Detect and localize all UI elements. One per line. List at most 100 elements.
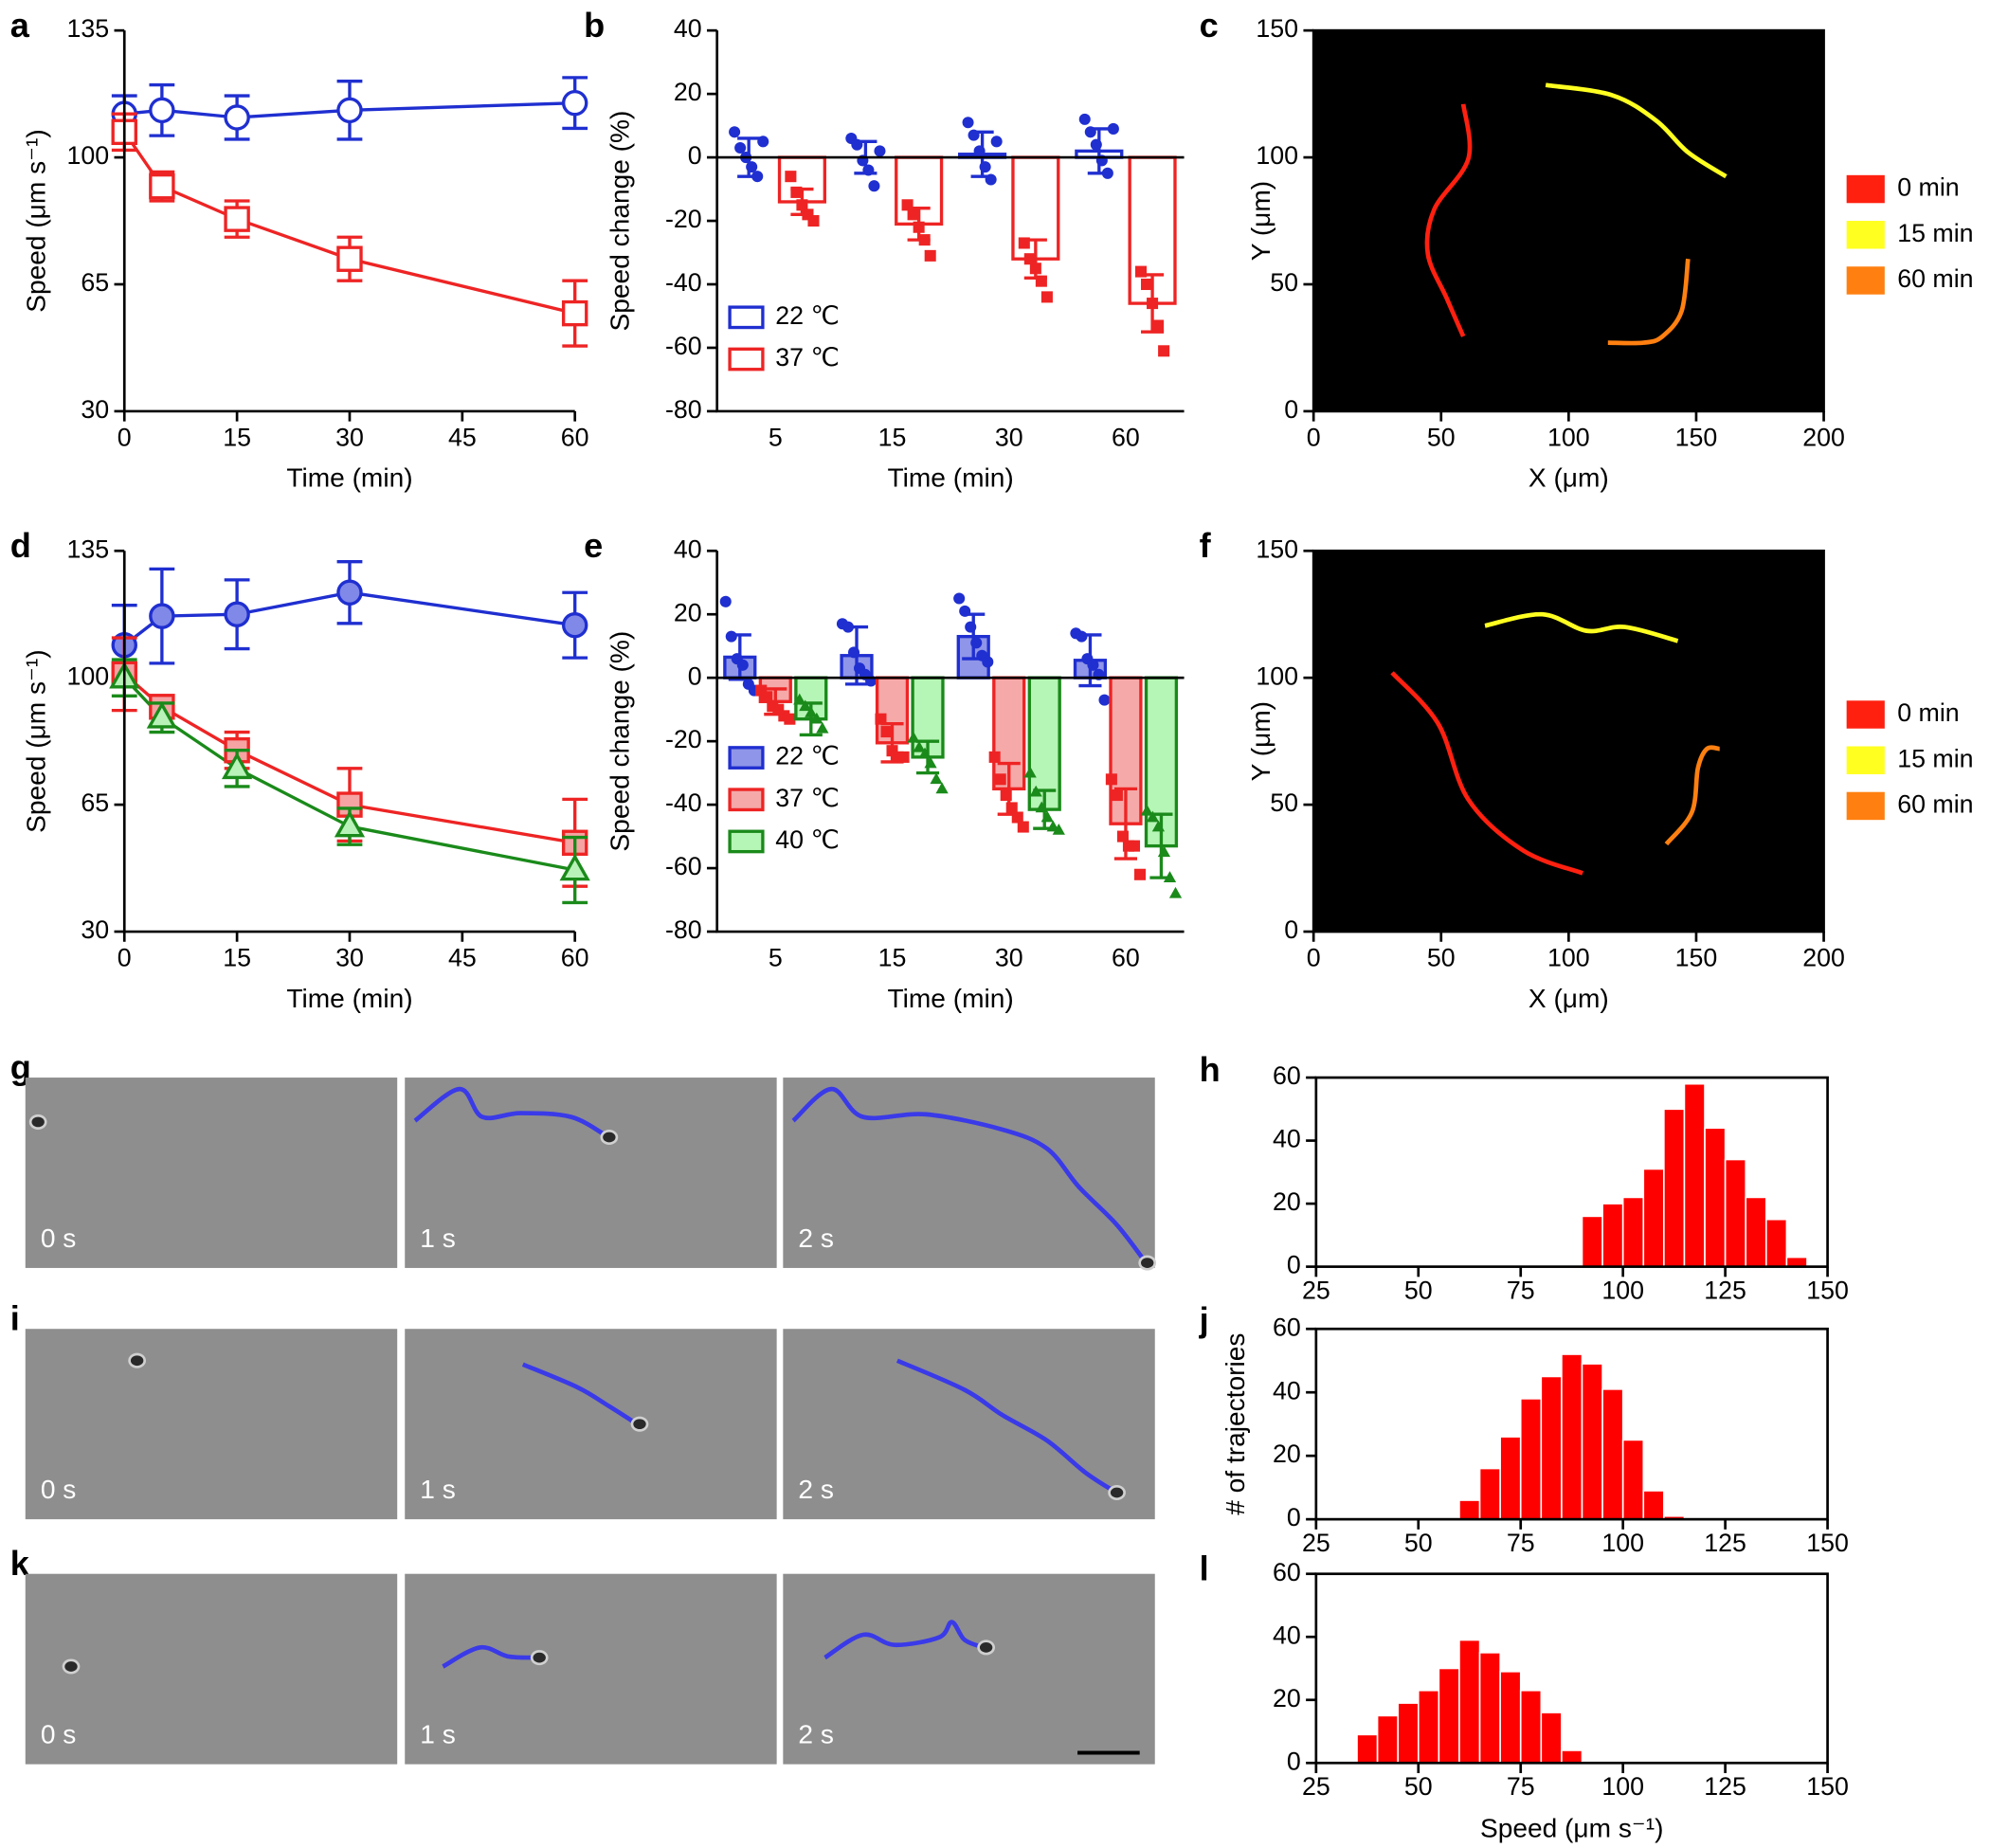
micrograph: 0 s [25,1573,398,1765]
y-tick-label: 65 [81,788,109,817]
cell-head [31,1116,45,1128]
panel-label: h [1200,1050,1221,1089]
legend-swatch [728,347,765,371]
x-tick-label: 15 [223,423,251,451]
marker [784,713,796,725]
y-tick-label: 40 [674,534,702,563]
y-axis-title: Y (μm) [1246,701,1275,781]
marker [1168,886,1183,898]
x-tick-label: 60 [1112,944,1140,972]
legend-label: 15 min [1897,219,1973,247]
x-tick-label: 75 [1507,1772,1535,1801]
marker [924,249,936,262]
legend-swatch [728,746,765,770]
y-tick-label: 50 [1270,268,1298,297]
x-tick-label: 200 [1802,944,1845,972]
histogram-bar [1499,1436,1522,1520]
y-tick-label: 150 [1256,534,1298,563]
marker [224,206,250,232]
marker [1018,237,1030,249]
x-tick-label: 75 [1507,1529,1535,1557]
image-background [25,1573,398,1765]
histogram-bar [1724,1158,1747,1268]
marker [953,592,966,605]
y-tick-label: 60 [1273,1061,1301,1090]
histogram-bar [1704,1127,1727,1268]
legend-swatch [1846,221,1885,249]
marker [751,171,764,183]
marker [868,180,880,192]
x-tick-label: 15 [878,423,907,451]
y-tick-label: 65 [81,268,109,297]
y-axis-title: Speed (μm s⁻¹) [22,129,51,312]
cell-head [64,1661,78,1672]
x-tick-label: 50 [1404,1529,1433,1557]
axis-line [122,551,575,933]
x-tick-label: 125 [1704,1529,1746,1557]
y-tick-label: 100 [1256,141,1298,170]
x-axis-title: Time (min) [286,984,412,1013]
marker [336,97,363,124]
x-axis-title: Time (min) [888,984,1014,1013]
micrograph: 1 s [405,1078,777,1268]
plot-frame [1312,549,1825,933]
x-tick-label: 50 [1427,944,1456,972]
marker [149,172,175,200]
x-tick-label: 100 [1601,1772,1644,1801]
marker [907,731,920,743]
y-tick-label: 135 [67,14,110,43]
marker [1157,845,1171,858]
micrograph: 0 s [25,1078,398,1268]
histogram-bar [1621,1439,1645,1520]
histogram-bar [1683,1082,1706,1268]
histogram-bar [1376,1714,1399,1765]
y-tick-label: 30 [81,395,109,424]
x-axis-title: Time (min) [286,463,412,493]
marker [561,611,588,639]
micrograph: 2 s [783,1078,1157,1271]
image-background [405,1329,777,1520]
marker [994,773,1006,786]
y-tick-label: 100 [1256,661,1298,690]
x-tick-label: 25 [1302,1529,1330,1557]
y-tick-label: -80 [665,915,702,944]
trajectory [1424,103,1473,337]
panel-label: l [1200,1549,1209,1588]
y-tick-label: -20 [665,205,702,233]
legend-swatch [1846,791,1885,821]
x-tick-label: 75 [1507,1276,1535,1304]
marker [559,853,590,881]
time-label: 1 s [420,1720,456,1749]
micrograph: 0 s [25,1329,398,1520]
legend-label: 0 min [1897,698,1959,727]
x-tick-label: 30 [335,944,364,972]
trajectory [1545,82,1728,179]
track [413,1086,608,1138]
trajectory [1664,745,1721,846]
y-tick-label: 40 [1273,1125,1301,1153]
marker [224,601,250,627]
histogram-bar [1621,1196,1645,1268]
x-tick-label: 25 [1302,1772,1330,1801]
legend-swatch [728,788,765,812]
x-tick-label: 0 [118,423,132,451]
marker [988,751,1001,763]
y-tick-label: 0 [1287,1503,1301,1531]
track [823,1620,985,1660]
time-label: 0 s [41,1223,76,1253]
y-tick-label: -20 [665,725,702,753]
legend-label: 22 ℃ [775,742,839,770]
legend-label: 37 ℃ [775,343,839,371]
plot-frame [1314,1327,1829,1521]
marker [1035,801,1048,813]
marker [1000,789,1012,802]
histogram-bar [1561,1353,1583,1520]
y-tick-label: 40 [1273,1621,1301,1649]
x-tick-label: 125 [1704,1772,1746,1801]
x-tick-label: 50 [1427,423,1456,451]
y-tick-label: 0 [1284,915,1298,944]
histogram-bar [1745,1196,1767,1268]
micrograph: 2 s [783,1329,1155,1520]
